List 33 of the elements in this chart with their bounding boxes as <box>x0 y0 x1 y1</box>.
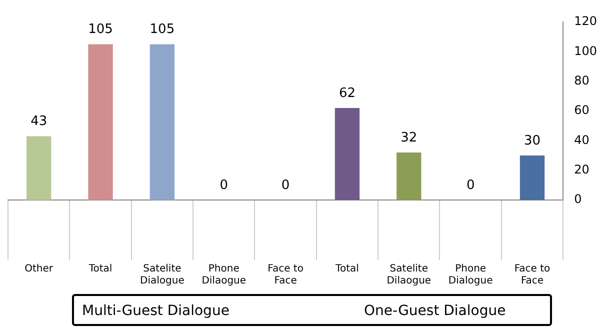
x-tick-label: Other <box>24 264 54 275</box>
data-label: 0 <box>466 178 475 193</box>
y-tick-label: 20 <box>574 162 590 176</box>
y-tick-label: 120 <box>574 14 597 28</box>
text: Multi-Guest Dialogue <box>82 303 230 319</box>
data-label: 105 <box>88 22 113 38</box>
y-tick-label: 100 <box>574 44 597 58</box>
x-tick-label: Total <box>334 264 359 275</box>
x-tick-label: Face to Face <box>268 264 304 287</box>
bar <box>88 44 113 200</box>
data-label: 105 <box>150 22 175 38</box>
data-label: 0 <box>220 178 228 193</box>
x-tick-label: Phone Dialogue <box>448 264 493 287</box>
text: One-Guest Dialogue <box>364 303 506 319</box>
data-label: 0 <box>281 178 290 193</box>
data-label: 30 <box>524 133 541 148</box>
data-label: 32 <box>400 130 418 146</box>
bar <box>396 152 422 200</box>
bar <box>26 136 52 200</box>
y-tick-label: 40 <box>574 132 590 147</box>
data-label: 43 <box>30 114 48 130</box>
bar <box>150 44 175 200</box>
y-tick-label: 80 <box>574 73 590 88</box>
bar <box>520 156 545 200</box>
x-tick-label: Face to Face <box>514 264 550 287</box>
x-tick-label: Phone Dilaogue <box>202 264 246 287</box>
x-tick-label: Satelite Dialogue <box>140 264 184 287</box>
x-tick-label: Satelite Dilaogue <box>386 264 432 287</box>
y-tick-label: 60 <box>574 103 590 118</box>
data-label: 62 <box>338 86 356 101</box>
y-tick-label: 0 <box>574 192 582 206</box>
x-tick-label: Total <box>88 264 112 275</box>
bar <box>334 108 360 200</box>
